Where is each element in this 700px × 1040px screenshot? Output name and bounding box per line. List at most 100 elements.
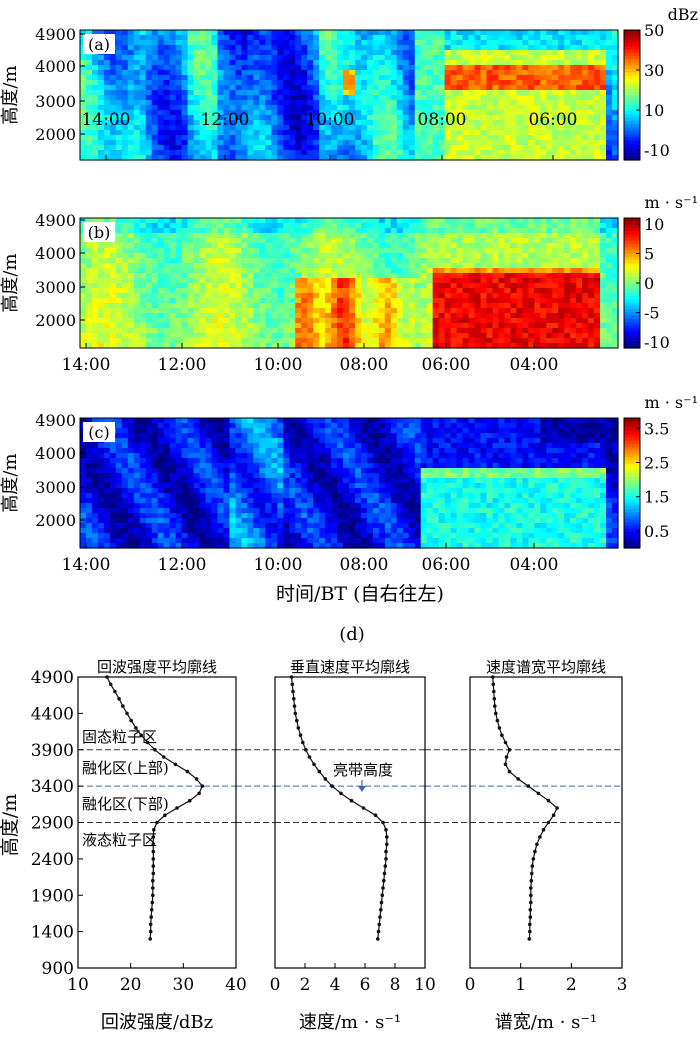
profile-point [495, 718, 500, 723]
time-tick-label: 10:00 [254, 355, 303, 375]
time-tick-label: 08:00 [340, 355, 389, 375]
profile-point [163, 813, 167, 817]
y-tick-label: 2400 [31, 850, 74, 870]
profile-point [149, 908, 154, 912]
profile-point [339, 791, 343, 796]
profile-point [378, 915, 382, 919]
panel-label: (a) [88, 35, 110, 54]
bright-band-arrowhead [358, 786, 366, 792]
profile-point [292, 697, 296, 701]
y-tick-label: 3400 [31, 777, 74, 797]
colorbar-tick-label: 1.5 [644, 488, 669, 507]
colorbar-tick-label: 5 [644, 244, 654, 263]
profile-point [194, 777, 199, 781]
profile-point [376, 929, 381, 934]
colorbar-tick-label: -10 [644, 333, 670, 352]
profile-point [491, 682, 496, 687]
colorbar-tick-label: 0 [644, 274, 654, 293]
profile-point [151, 893, 155, 898]
colorbar: 3.5 2.5 1.5 0.5 m · s⁻¹ [623, 393, 698, 549]
profile-point [150, 900, 155, 905]
profile-point [528, 908, 533, 912]
x-axis-label: 谱宽/m · s⁻¹ [495, 1012, 597, 1033]
profile-point [151, 864, 156, 868]
profile-point [134, 726, 138, 730]
y-tick-label: 4400 [31, 704, 74, 724]
colorbar: 10 5 0 -5 -10 m · s⁻¹ [623, 193, 699, 352]
heatmap-panels: (a) 4900 4000 3000 2000 高度/m 14:00 12:00 10:00 08… [0, 5, 698, 575]
profile-point [385, 842, 389, 847]
profile-point [503, 740, 508, 745]
time-tick-label: 04:00 [510, 355, 559, 375]
profile-point [528, 915, 533, 919]
y-tick-label: 1400 [31, 923, 74, 943]
profile-point [379, 900, 384, 905]
profile-point [187, 798, 192, 803]
profile-point [384, 857, 388, 861]
profile-point [380, 893, 385, 898]
profile-point [145, 740, 150, 745]
profile-point [117, 697, 121, 701]
x-tick-label: 10 [67, 975, 89, 995]
profile-point [292, 704, 297, 708]
profile-point [382, 871, 387, 876]
profile-point [497, 726, 502, 730]
profile-point [296, 726, 301, 730]
profile-point [151, 849, 156, 854]
y-tick-label: 2000 [35, 511, 76, 530]
y-tick-label: 2000 [35, 125, 76, 144]
profile-point [516, 777, 520, 781]
region-annotation: 融化区(上部) [82, 759, 169, 777]
time-tick-label: 10:00 [254, 555, 303, 575]
time-tick-label: 04:00 [510, 555, 559, 575]
profile-line [290, 676, 388, 939]
y-tick-label: 3000 [35, 478, 76, 497]
colorbar-tick-label: -10 [644, 141, 670, 160]
profile-point [377, 922, 382, 927]
colorbar-unit: m · s⁻¹ [645, 193, 699, 212]
profile-point [151, 857, 156, 861]
profile-point [381, 886, 385, 890]
profile-point [384, 849, 388, 854]
y-tick-label: 4900 [31, 668, 74, 688]
profile-point [555, 806, 559, 810]
profile-point [153, 748, 157, 752]
colorbar: 50 30 10 -10 dBz [623, 5, 698, 161]
profile-point [527, 937, 532, 941]
profile-point [382, 878, 386, 883]
profile-point [373, 813, 378, 817]
time-tick-label: 10:00 [306, 110, 355, 130]
profile-point [295, 718, 299, 723]
heatmap-frame [79, 217, 619, 349]
profile-point [529, 886, 533, 890]
x-tick-label: 0 [465, 975, 476, 995]
profile-point [546, 798, 551, 803]
time-tick-label: 08:00 [418, 110, 467, 130]
profile-point [385, 835, 389, 839]
profile-point [494, 711, 498, 716]
x-tick-label: 10 [414, 975, 436, 995]
heatmap-frame [79, 29, 619, 161]
profile-point [530, 871, 534, 876]
profile-title: 垂直速度平均廓线 [290, 658, 410, 676]
time-tick-label: 12:00 [158, 555, 207, 575]
profile-point [148, 922, 153, 927]
colorbar-unit: dBz [668, 5, 698, 24]
profile-panel: 回波强度平均廓线 10 20 30 40 回波强度/dBz [67, 658, 275, 1033]
profile-line [492, 676, 558, 939]
x-tick-label: 3 [617, 975, 628, 995]
y-tick-label: 3900 [31, 741, 74, 761]
profile-panel: 垂直速度平均廓线 0 2 4 6 8 10 速度/m · s⁻¹ [270, 658, 470, 1033]
profile-point [361, 806, 366, 810]
profile-point [301, 740, 305, 745]
profile-point [151, 871, 156, 876]
profile-point [528, 922, 532, 927]
profile-point [493, 704, 497, 708]
x-axis-label: 回波强度/dBz [101, 1012, 213, 1033]
colorbar-tick-label: 2.5 [644, 453, 669, 472]
profile-point [293, 711, 298, 716]
x-tick-label: 0 [270, 975, 281, 995]
time-tick-label: 06:00 [529, 110, 578, 130]
